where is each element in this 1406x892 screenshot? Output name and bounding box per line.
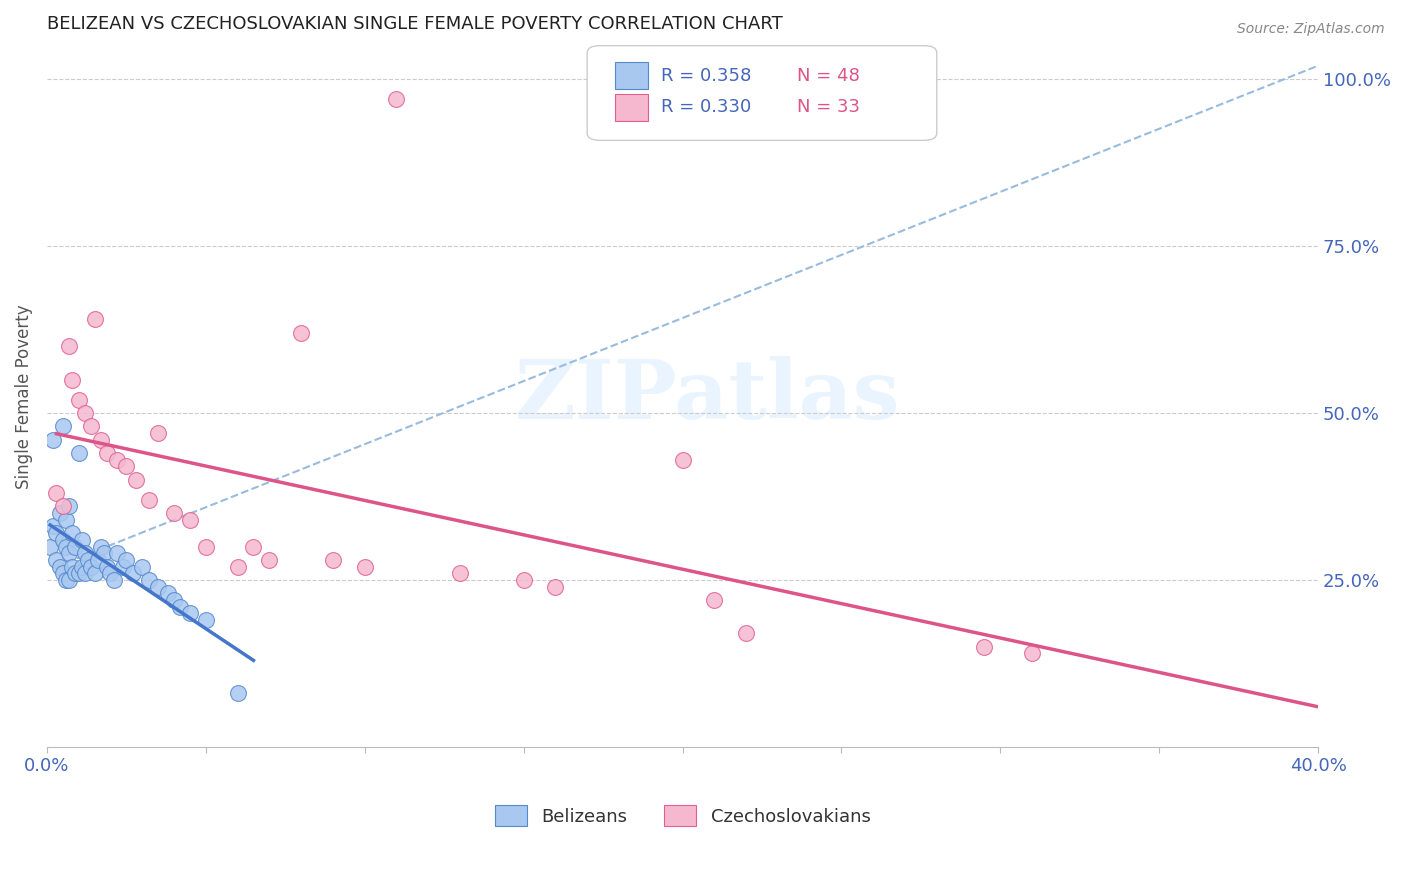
Point (93, 546, 115, 560)
Point (87, 553, 110, 567)
Point (259, 553, 281, 567)
Point (449, 566, 471, 581)
Point (65, 540, 87, 554)
Point (96, 446, 118, 460)
Point (73, 566, 96, 581)
Point (242, 540, 264, 554)
Point (77, 553, 100, 567)
Point (58, 546, 80, 560)
Point (70, 533, 93, 547)
Point (544, 580, 567, 594)
Point (105, 452, 128, 467)
Point (973, 640, 995, 654)
Point (512, 573, 534, 587)
Point (115, 553, 138, 567)
FancyBboxPatch shape (616, 94, 648, 120)
Point (290, 326, 312, 340)
Point (48, 506, 70, 520)
Point (138, 573, 160, 587)
Text: N = 48: N = 48 (797, 67, 860, 85)
FancyBboxPatch shape (616, 62, 648, 89)
Point (58, 500, 80, 514)
Point (169, 599, 191, 614)
Point (100, 566, 122, 581)
Point (60, 373, 83, 387)
Point (703, 593, 725, 607)
Point (131, 559, 153, 574)
Point (39, 540, 62, 554)
Point (226, 559, 249, 574)
Point (146, 580, 169, 594)
Point (90, 433, 112, 447)
Point (58, 573, 80, 587)
Point (58, 339, 80, 353)
Point (55, 540, 77, 554)
Point (1021, 646, 1043, 660)
Point (45, 553, 67, 567)
Point (322, 553, 344, 567)
Point (103, 573, 125, 587)
Point (70, 559, 93, 574)
Text: Source: ZipAtlas.com: Source: ZipAtlas.com (1237, 22, 1385, 37)
Point (45, 526, 67, 541)
Point (163, 593, 186, 607)
Point (80, 419, 103, 434)
Text: N = 33: N = 33 (797, 98, 860, 116)
Point (52, 500, 75, 514)
Point (67, 566, 90, 581)
Point (60, 526, 83, 541)
Point (73, 546, 96, 560)
Point (179, 607, 201, 621)
Point (52, 566, 75, 581)
Point (52, 533, 75, 547)
Point (385, 92, 408, 106)
Text: R = 0.330: R = 0.330 (661, 98, 751, 116)
Point (671, 452, 693, 467)
Text: R = 0.358: R = 0.358 (661, 67, 751, 85)
Point (42, 433, 65, 447)
Point (194, 540, 217, 554)
Point (179, 513, 201, 527)
Point (67, 446, 90, 460)
Point (42, 519, 65, 533)
Y-axis label: Single Female Poverty: Single Female Poverty (15, 304, 32, 489)
Point (83, 312, 105, 326)
Point (60, 559, 83, 574)
Text: ZIPatlas: ZIPatlas (515, 356, 901, 436)
Text: BELIZEAN VS CZECHOSLOVAKIAN SINGLE FEMALE POVERTY CORRELATION CHART: BELIZEAN VS CZECHOSLOVAKIAN SINGLE FEMAL… (46, 15, 783, 33)
Point (90, 540, 112, 554)
Point (194, 613, 217, 627)
FancyBboxPatch shape (588, 45, 936, 140)
Point (73, 406, 96, 420)
Point (105, 546, 128, 560)
Point (115, 459, 138, 474)
Point (112, 559, 135, 574)
Point (735, 626, 758, 640)
Point (125, 473, 148, 487)
Legend: Belizeans, Czechoslovakians: Belizeans, Czechoslovakians (488, 798, 877, 833)
Point (45, 486, 67, 500)
Point (67, 392, 90, 407)
Point (121, 566, 143, 581)
Point (52, 419, 75, 434)
Point (156, 586, 179, 600)
Point (226, 686, 249, 700)
Point (96, 559, 118, 574)
Point (65, 566, 87, 581)
Point (80, 559, 103, 574)
Point (163, 506, 186, 520)
Point (55, 573, 77, 587)
Point (83, 566, 105, 581)
Point (55, 513, 77, 527)
Point (138, 492, 160, 507)
Point (48, 559, 70, 574)
Point (146, 425, 169, 440)
Point (353, 559, 375, 574)
